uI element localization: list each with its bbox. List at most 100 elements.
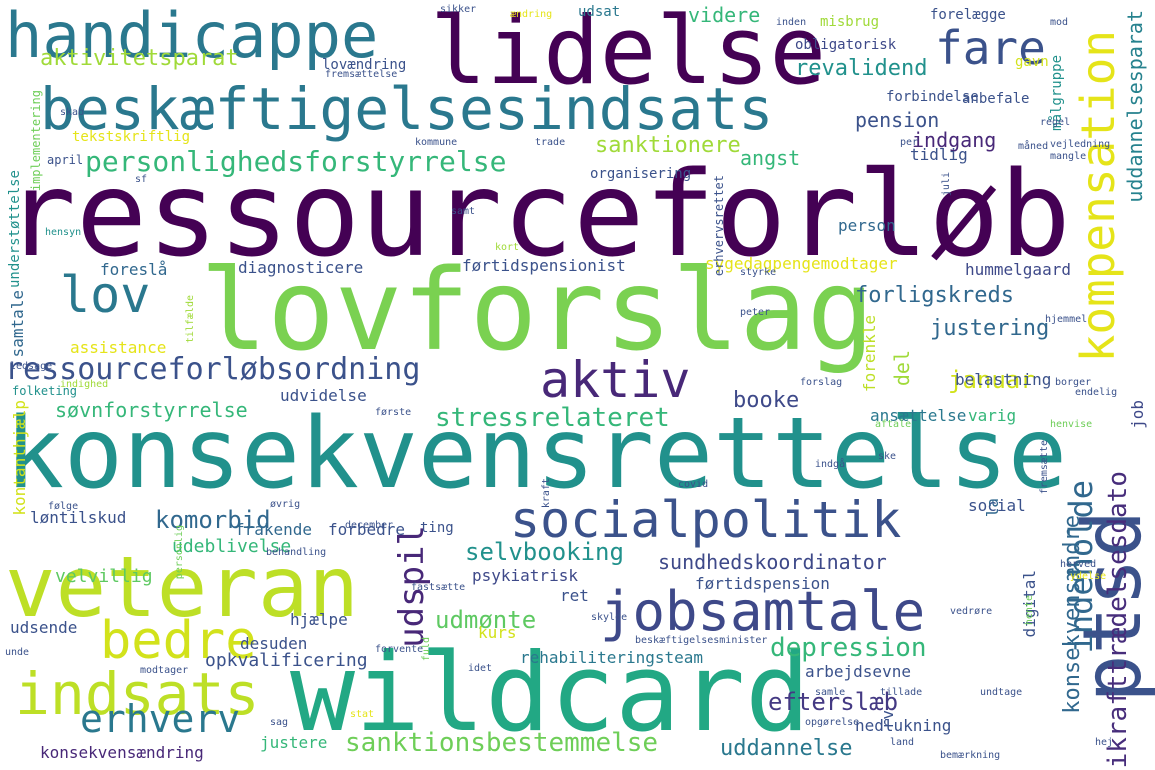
cloud-word: nedlukning	[855, 716, 952, 735]
cloud-word: forbindelse	[886, 89, 979, 105]
cloud-word: forligskreds	[855, 283, 1014, 308]
cloud-word: job	[1128, 400, 1147, 429]
cloud-word: psykiatrisk	[472, 566, 578, 585]
cloud-word: bedre	[100, 611, 257, 671]
cloud-word: personlighedsforstyrrelse	[85, 145, 507, 178]
cloud-word: sanktionsbestemmelse	[345, 728, 659, 758]
cloud-word: social	[968, 496, 1026, 515]
cloud-word: indgang	[912, 128, 997, 152]
cloud-word: indsats	[15, 660, 260, 728]
cloud-word: aktivitetsparat	[40, 46, 239, 71]
cloud-word: samtale	[8, 290, 27, 358]
cloud-word: sanktionere	[595, 133, 741, 158]
cloud-word: kommune	[415, 137, 458, 148]
cloud-word: øvrig	[270, 499, 301, 510]
cloud-word: ændring	[510, 9, 553, 20]
cloud-word: komorbid	[155, 506, 271, 534]
cloud-word: sygedagpengemodtager	[705, 254, 898, 273]
cloud-word: lidelse	[430, 0, 827, 106]
cloud-word: sundhedskoordinator	[658, 550, 887, 574]
cloud-word: belastning	[955, 370, 1052, 389]
cloud-word: hente	[1024, 595, 1035, 626]
cloud-word: januar	[948, 366, 1035, 394]
cloud-word: unde	[5, 647, 30, 658]
cloud-word: ret	[560, 586, 589, 605]
cloud-word: hensyn	[45, 227, 82, 238]
cloud-word: forelægge	[930, 7, 1006, 23]
cloud-word: udsende	[10, 618, 78, 637]
cloud-word: vedrøre	[950, 606, 993, 617]
cloud-word: stressrelateret	[435, 403, 670, 433]
cloud-word: aftale	[875, 419, 912, 430]
cloud-word: forbedre	[328, 520, 406, 539]
cloud-word: udsat	[578, 4, 621, 20]
cloud-word: efterslæb	[768, 688, 899, 716]
cloud-word: hjælpe	[290, 610, 348, 629]
cloud-word: pension	[855, 108, 940, 132]
cloud-word: ansættelse	[870, 406, 967, 425]
cloud-word: opkvalificering	[205, 650, 368, 671]
cloud-word: borger	[1055, 377, 1092, 388]
cloud-word: organisering	[590, 166, 692, 182]
cloud-word: mangle	[1050, 151, 1087, 162]
cloud-word: videre	[688, 3, 761, 27]
cloud-word: førtidspension	[695, 574, 830, 593]
cloud-word: juli	[941, 172, 952, 197]
cloud-word: indgå	[815, 459, 846, 470]
cloud-word: ikrafttrædelsesdato	[1103, 470, 1133, 768]
cloud-word: socialpolitik	[510, 491, 902, 549]
cloud-word: veteran	[5, 538, 360, 636]
cloud-word: peter	[740, 307, 771, 318]
cloud-word: person	[838, 216, 896, 235]
cloud-word: selvbooking	[465, 538, 624, 566]
cloud-word: fremsættelse	[325, 69, 398, 80]
cloud-word: kompensation	[1071, 30, 1125, 363]
cloud-word: anbefale	[962, 91, 1030, 107]
cloud-word: land	[890, 737, 915, 748]
cloud-word: skab	[60, 107, 85, 118]
cloud-word: idet	[468, 663, 493, 674]
cloud-word: udmønte	[435, 606, 537, 634]
cloud-word: vejledning	[1050, 139, 1111, 150]
cloud-word: tillade	[880, 687, 923, 698]
cloud-word: kraft	[541, 478, 552, 509]
cloud-word: fuld	[421, 637, 432, 662]
cloud-word: ske	[878, 451, 897, 462]
cloud-word: december	[345, 520, 394, 531]
cloud-word: endelig	[1075, 387, 1118, 398]
cloud-word: revalidend	[795, 56, 928, 81]
cloud-word: implementering	[29, 90, 43, 192]
cloud-word: modtager	[140, 665, 189, 676]
cloud-word: hjemmel	[1045, 314, 1088, 325]
cloud-word: understøttelse	[7, 170, 23, 289]
cloud-word: forvente	[375, 644, 424, 655]
cloud-word: trade	[535, 137, 566, 148]
cloud-word: sag	[270, 717, 289, 728]
cloud-word: følge	[48, 501, 79, 512]
cloud-word: skylde	[591, 612, 628, 623]
cloud-word: wildcard	[290, 631, 811, 756]
cloud-word: aktiv	[540, 351, 691, 409]
cloud-word: behandling	[266, 547, 327, 558]
cloud-word: la	[983, 498, 1002, 518]
cloud-word: fare	[935, 21, 1046, 75]
cloud-word: april	[47, 153, 84, 167]
cloud-word: handicappe	[5, 0, 379, 72]
cloud-word: depression	[770, 633, 927, 663]
cloud-word: kort	[495, 242, 520, 253]
cloud-word: folketing	[12, 384, 78, 398]
cloud-word: lov	[60, 266, 151, 324]
cloud-word: uddannelse	[720, 736, 853, 761]
cloud-word: indighed	[60, 379, 109, 390]
cloud-word: løntilskud	[30, 508, 127, 527]
cloud-word: samle	[815, 687, 846, 698]
cloud-word: konsekvensrettelse	[5, 397, 1068, 511]
cloud-word: herved	[1060, 559, 1097, 570]
cloud-word: tidlig	[910, 145, 968, 164]
cloud-word: første	[375, 407, 412, 418]
cloud-word: assistance	[70, 338, 167, 357]
cloud-word: kurs	[478, 623, 517, 642]
cloud-word: velvillig	[55, 566, 153, 587]
cloud-word: forenkle	[860, 315, 879, 393]
